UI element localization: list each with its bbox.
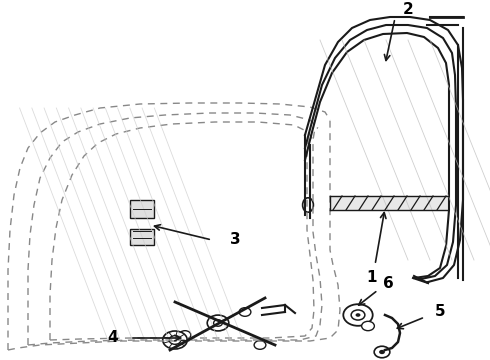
- Circle shape: [351, 310, 365, 320]
- Circle shape: [207, 315, 229, 331]
- Circle shape: [374, 346, 390, 358]
- Circle shape: [356, 313, 361, 317]
- Ellipse shape: [303, 198, 314, 212]
- Circle shape: [239, 308, 251, 316]
- Text: 2: 2: [403, 3, 414, 18]
- Circle shape: [163, 331, 187, 349]
- Text: 5: 5: [435, 305, 445, 320]
- Text: 4: 4: [108, 330, 118, 346]
- FancyBboxPatch shape: [130, 229, 154, 246]
- Text: 6: 6: [383, 276, 393, 292]
- Circle shape: [362, 321, 374, 331]
- Text: 1: 1: [367, 270, 377, 285]
- Circle shape: [209, 319, 221, 327]
- FancyBboxPatch shape: [130, 201, 154, 219]
- Circle shape: [343, 304, 373, 326]
- Text: 3: 3: [230, 233, 240, 248]
- Circle shape: [169, 336, 181, 344]
- Circle shape: [254, 341, 266, 349]
- Circle shape: [379, 350, 385, 354]
- Circle shape: [179, 331, 191, 339]
- Circle shape: [214, 320, 222, 326]
